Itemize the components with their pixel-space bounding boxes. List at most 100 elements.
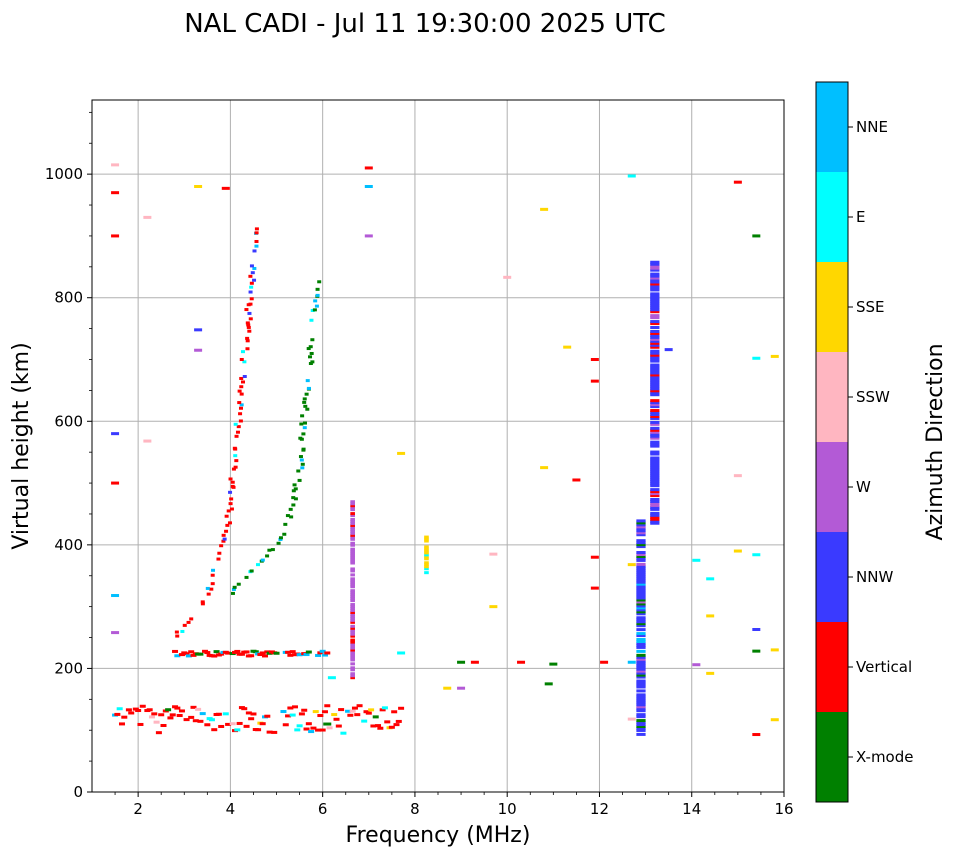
echo-mark xyxy=(350,585,355,589)
echo-mark xyxy=(650,492,660,496)
echo-mark xyxy=(350,581,355,585)
echo-mark xyxy=(238,652,245,656)
echo-mark xyxy=(215,712,222,716)
colorbar-segment xyxy=(816,532,848,622)
echo-mark xyxy=(276,541,281,545)
echo-mark xyxy=(248,654,255,658)
echo-mark xyxy=(254,231,259,235)
echo-mark xyxy=(151,712,158,716)
echo-mark xyxy=(280,710,287,714)
echo-mark xyxy=(231,587,236,591)
echo-mark xyxy=(294,728,301,732)
echo-mark xyxy=(636,527,646,531)
echo-mark xyxy=(248,274,253,278)
echo-mark xyxy=(317,651,324,655)
echo-mark xyxy=(636,558,646,562)
echo-mark xyxy=(247,311,252,315)
echo-mark xyxy=(229,722,236,726)
echo-mark xyxy=(285,514,290,518)
echo-mark xyxy=(111,481,120,485)
echo-mark xyxy=(650,349,660,353)
echo-mark xyxy=(350,537,355,541)
echo-mark xyxy=(350,551,355,555)
echo-mark xyxy=(650,379,660,383)
echo-mark xyxy=(650,337,660,341)
echo-mark xyxy=(192,719,199,723)
echo-mark xyxy=(315,287,320,291)
echo-mark xyxy=(174,654,181,658)
echo-mark xyxy=(636,588,646,592)
echo-mark xyxy=(313,299,318,303)
echo-mark xyxy=(636,699,646,703)
echo-mark xyxy=(350,521,355,525)
echo-mark xyxy=(287,653,294,657)
echo-mark xyxy=(350,547,355,551)
echo-mark xyxy=(650,288,660,292)
echo-mark xyxy=(636,620,646,624)
echo-mark xyxy=(650,375,660,379)
echo-mark xyxy=(243,724,250,728)
echo-mark xyxy=(217,551,222,555)
echo-mark xyxy=(347,713,354,717)
echo-mark xyxy=(350,549,355,553)
echo-mark xyxy=(310,338,315,342)
echo-mark xyxy=(489,552,498,556)
echo-mark xyxy=(183,718,190,722)
echo-mark xyxy=(636,533,646,537)
echo-mark xyxy=(395,719,402,723)
echo-mark xyxy=(350,569,355,573)
echo-mark xyxy=(397,651,406,655)
echo-mark xyxy=(111,234,120,238)
echo-mark xyxy=(600,660,609,664)
echo-mark xyxy=(424,547,429,551)
echo-mark xyxy=(350,672,355,676)
echo-mark xyxy=(350,579,355,583)
echo-mark xyxy=(650,371,660,375)
echo-mark xyxy=(143,215,152,219)
echo-mark xyxy=(308,345,313,349)
echo-mark xyxy=(650,411,660,415)
echo-mark xyxy=(239,376,244,380)
echo-mark xyxy=(372,715,379,719)
echo-mark xyxy=(636,554,646,558)
echo-mark xyxy=(116,707,123,711)
echo-mark xyxy=(242,360,247,364)
echo-mark xyxy=(245,336,250,340)
echo-mark xyxy=(650,521,660,525)
echo-mark xyxy=(650,434,660,438)
echo-mark xyxy=(397,451,406,455)
plot-background xyxy=(92,100,784,792)
echo-mark xyxy=(636,669,646,673)
colorbar-label: NNE xyxy=(856,118,888,136)
echo-mark xyxy=(175,634,180,638)
echo-mark xyxy=(247,329,252,333)
echo-mark xyxy=(636,634,646,638)
echo-mark xyxy=(650,409,660,413)
echo-mark xyxy=(350,555,355,559)
echo-mark xyxy=(291,503,296,507)
echo-mark xyxy=(650,499,660,503)
echo-mark xyxy=(636,541,646,545)
echo-mark xyxy=(298,712,305,716)
x-tick-label: 6 xyxy=(318,800,328,818)
echo-mark xyxy=(424,571,429,575)
echo-mark xyxy=(289,515,294,519)
echo-mark xyxy=(636,689,646,693)
echo-mark xyxy=(285,650,292,654)
echo-mark xyxy=(278,537,283,541)
echo-mark xyxy=(350,577,355,581)
echo-mark xyxy=(228,490,233,494)
echo-mark xyxy=(350,591,355,595)
echo-mark xyxy=(206,592,211,596)
echo-mark xyxy=(246,325,251,329)
echo-mark xyxy=(350,603,355,607)
echo-mark xyxy=(306,386,311,390)
echo-mark xyxy=(650,343,660,347)
echo-mark xyxy=(221,539,226,543)
echo-mark xyxy=(210,582,215,586)
echo-mark xyxy=(364,234,373,238)
echo-mark xyxy=(303,404,308,408)
echo-mark xyxy=(457,686,466,690)
echo-mark xyxy=(664,348,673,352)
echo-mark xyxy=(650,420,660,424)
